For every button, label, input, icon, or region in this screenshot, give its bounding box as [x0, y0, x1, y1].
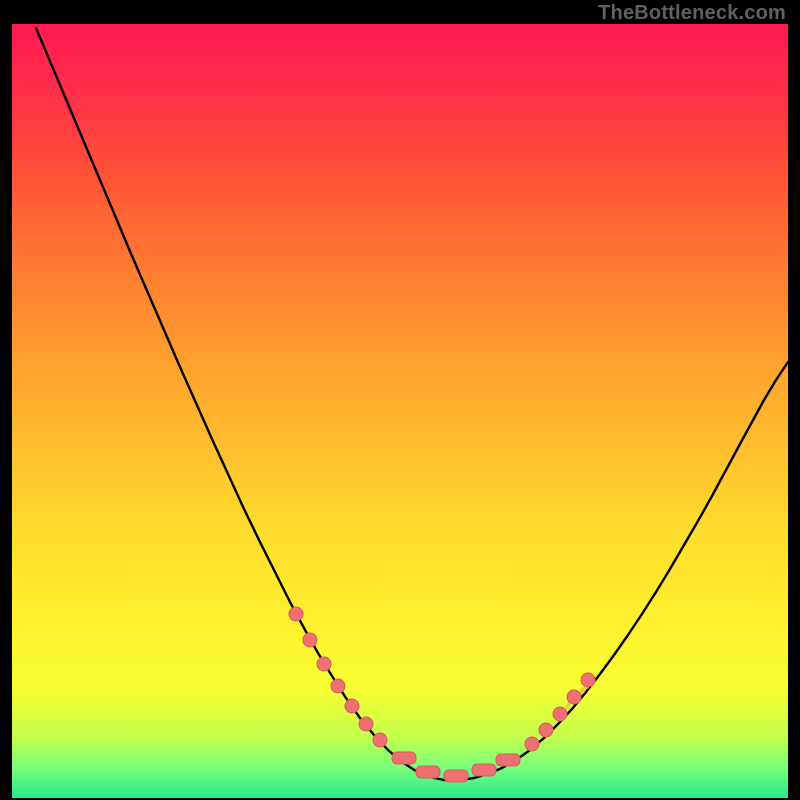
curve-marker-dot: [359, 717, 373, 731]
curve-marker-pill: [392, 752, 416, 764]
curve-marker-dot: [317, 657, 331, 671]
curve-marker-pill: [496, 754, 520, 766]
curve-marker-pill: [444, 770, 468, 782]
curve-marker-pill: [472, 764, 496, 776]
gradient-background: [12, 24, 788, 798]
curve-marker-dot: [539, 723, 553, 737]
curve-marker-dot: [525, 737, 539, 751]
chart-frame: [12, 24, 788, 798]
watermark-text: TheBottleneck.com: [598, 2, 786, 25]
curve-marker-dot: [567, 690, 581, 704]
curve-marker-dot: [553, 707, 567, 721]
curve-marker-dot: [373, 733, 387, 747]
curve-marker-pill: [416, 766, 440, 778]
curve-marker-dot: [303, 633, 317, 647]
curve-marker-dot: [331, 679, 345, 693]
bottleneck-chart: [12, 24, 788, 798]
curve-marker-dot: [345, 699, 359, 713]
curve-marker-dot: [581, 673, 595, 687]
curve-marker-dot: [289, 607, 303, 621]
